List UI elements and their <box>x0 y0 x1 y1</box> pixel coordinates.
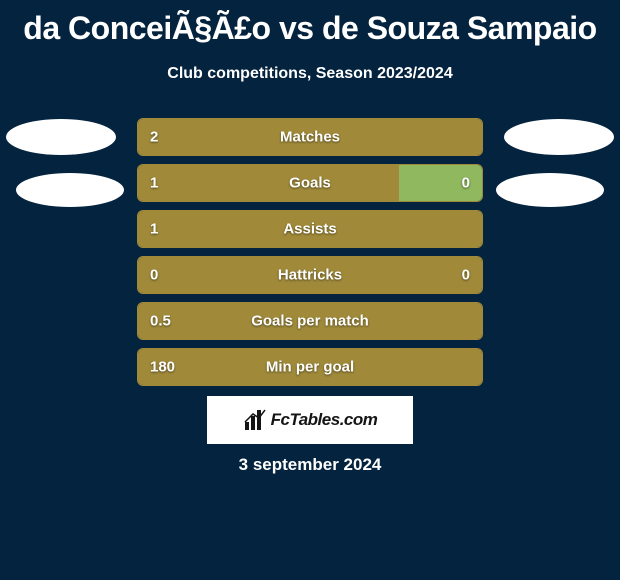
stat-fill-left <box>138 165 399 201</box>
stat-row: 1 Assists <box>137 210 483 248</box>
stat-label: Hattricks <box>278 267 342 284</box>
stat-value-left: 1 <box>150 221 158 238</box>
stat-value-left: 180 <box>150 359 175 376</box>
watermark-logo: FcTables.com <box>243 408 378 432</box>
stat-value-left: 0 <box>150 267 158 284</box>
stat-row: 0 0 Hattricks <box>137 256 483 294</box>
stat-row: 0.5 Goals per match <box>137 302 483 340</box>
stat-row: 180 Min per goal <box>137 348 483 386</box>
season-subtitle: Club competitions, Season 2023/2024 <box>0 65 620 83</box>
stat-label: Goals <box>289 175 331 192</box>
stats-container: 2 Matches 1 0 Goals 1 Assists 0 0 Hattricks 0.5 Goa… <box>137 118 483 394</box>
player1-team-badge <box>16 173 124 207</box>
watermark-text: FcTables.com <box>271 410 378 430</box>
stat-value-right: 0 <box>462 175 470 192</box>
bars-icon <box>243 408 267 432</box>
watermark: FcTables.com <box>207 396 413 444</box>
stat-value-right: 0 <box>462 267 470 284</box>
stat-value-left: 0.5 <box>150 313 171 330</box>
date-text: 3 september 2024 <box>239 455 382 475</box>
stat-value-left: 1 <box>150 175 158 192</box>
comparison-title: da ConceiÃ§Ã£o vs de Souza Sampaio <box>0 0 620 47</box>
stat-row: 1 0 Goals <box>137 164 483 202</box>
player2-photo <box>504 119 614 155</box>
stat-label: Min per goal <box>266 359 354 376</box>
stat-label: Goals per match <box>251 313 369 330</box>
player1-photo <box>6 119 116 155</box>
stat-label: Matches <box>280 129 340 146</box>
stat-label: Assists <box>283 221 336 238</box>
stat-row: 2 Matches <box>137 118 483 156</box>
player2-team-badge <box>496 173 604 207</box>
stat-value-left: 2 <box>150 129 158 146</box>
